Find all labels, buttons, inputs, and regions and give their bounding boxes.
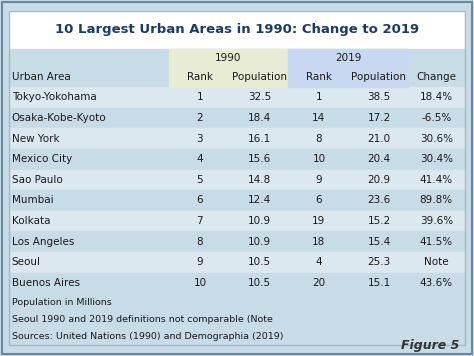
Text: 38.5: 38.5 xyxy=(367,92,391,102)
Text: Kolkata: Kolkata xyxy=(12,216,50,226)
Text: 30.4%: 30.4% xyxy=(420,154,453,164)
Bar xyxy=(288,68,408,87)
Bar xyxy=(9,311,465,328)
Text: 18.4: 18.4 xyxy=(248,113,271,123)
Bar xyxy=(9,190,465,211)
Text: Seoul 1990 and 2019 definitions not comparable (Note: Seoul 1990 and 2019 definitions not comp… xyxy=(12,315,273,324)
Text: Population: Population xyxy=(232,72,287,83)
Text: New York: New York xyxy=(12,134,59,143)
Text: 43.6%: 43.6% xyxy=(420,278,453,288)
Text: 1: 1 xyxy=(316,92,322,102)
Text: 32.5: 32.5 xyxy=(248,92,271,102)
Bar xyxy=(9,293,465,311)
Bar xyxy=(169,49,288,68)
Bar xyxy=(169,68,288,87)
Bar xyxy=(9,211,465,231)
Text: 10.9: 10.9 xyxy=(248,237,271,247)
Text: 16.1: 16.1 xyxy=(248,134,271,143)
Text: Urban Area: Urban Area xyxy=(12,72,71,83)
Text: 10 Largest Urban Areas in 1990: Change to 2019: 10 Largest Urban Areas in 1990: Change t… xyxy=(55,22,419,36)
Text: 8: 8 xyxy=(316,134,322,143)
Text: 2: 2 xyxy=(197,113,203,123)
Bar xyxy=(9,68,465,87)
Text: Population: Population xyxy=(352,72,407,83)
Text: 10.9: 10.9 xyxy=(248,216,271,226)
Text: Osaka-Kobe-Kyoto: Osaka-Kobe-Kyoto xyxy=(12,113,107,123)
Text: Los Angeles: Los Angeles xyxy=(12,237,74,247)
Text: Buenos Aires: Buenos Aires xyxy=(12,278,80,288)
Text: 20: 20 xyxy=(312,278,326,288)
Text: 20.4: 20.4 xyxy=(367,154,391,164)
Text: 15.2: 15.2 xyxy=(367,216,391,226)
Text: 41.5%: 41.5% xyxy=(420,237,453,247)
Text: 12.4: 12.4 xyxy=(248,195,271,205)
Text: 15.6: 15.6 xyxy=(248,154,271,164)
Text: 9: 9 xyxy=(197,257,203,267)
Text: Sao Paulo: Sao Paulo xyxy=(12,175,63,185)
Text: 10: 10 xyxy=(193,278,207,288)
Bar xyxy=(9,252,465,273)
Text: Seoul: Seoul xyxy=(12,257,41,267)
Text: Figure 5: Figure 5 xyxy=(401,339,460,352)
Text: 6: 6 xyxy=(316,195,322,205)
Text: 15.1: 15.1 xyxy=(367,278,391,288)
Text: 17.2: 17.2 xyxy=(367,113,391,123)
Text: 20.9: 20.9 xyxy=(367,175,391,185)
Bar xyxy=(9,328,465,345)
Bar xyxy=(9,87,465,108)
Text: 5: 5 xyxy=(197,175,203,185)
Text: Tokyo-Yokohama: Tokyo-Yokohama xyxy=(12,92,97,102)
Text: Rank: Rank xyxy=(187,72,213,83)
Text: 10.5: 10.5 xyxy=(248,257,271,267)
Text: 15.4: 15.4 xyxy=(367,237,391,247)
Bar xyxy=(9,49,465,68)
Text: Mexico City: Mexico City xyxy=(12,154,72,164)
Bar xyxy=(9,149,465,169)
Text: 4: 4 xyxy=(316,257,322,267)
Text: 18.4%: 18.4% xyxy=(420,92,453,102)
Text: 39.6%: 39.6% xyxy=(420,216,453,226)
Text: Population in Millions: Population in Millions xyxy=(12,298,111,307)
Text: Rank: Rank xyxy=(306,72,332,83)
Text: 14: 14 xyxy=(312,113,326,123)
Text: -6.5%: -6.5% xyxy=(421,113,451,123)
Text: 4: 4 xyxy=(197,154,203,164)
Text: 18: 18 xyxy=(312,237,326,247)
Bar xyxy=(9,169,465,190)
Text: 30.6%: 30.6% xyxy=(420,134,453,143)
Text: 1990: 1990 xyxy=(215,53,242,63)
Text: 9: 9 xyxy=(316,175,322,185)
Bar xyxy=(288,49,408,68)
Text: 3: 3 xyxy=(197,134,203,143)
Text: 6: 6 xyxy=(197,195,203,205)
Bar xyxy=(9,128,465,149)
Text: 10: 10 xyxy=(312,154,326,164)
Bar xyxy=(9,273,465,293)
Text: Note: Note xyxy=(424,257,448,267)
Text: 10.5: 10.5 xyxy=(248,278,271,288)
Text: Change: Change xyxy=(416,72,456,83)
Text: 14.8: 14.8 xyxy=(248,175,271,185)
Text: 2019: 2019 xyxy=(335,53,361,63)
Text: Sources: United Nations (1990) and Demographia (2019): Sources: United Nations (1990) and Demog… xyxy=(12,332,283,341)
Text: 41.4%: 41.4% xyxy=(420,175,453,185)
Text: 8: 8 xyxy=(197,237,203,247)
Text: 7: 7 xyxy=(197,216,203,226)
Text: Mumbai: Mumbai xyxy=(12,195,54,205)
Text: 1: 1 xyxy=(197,92,203,102)
Text: 89.8%: 89.8% xyxy=(420,195,453,205)
Bar xyxy=(9,108,465,128)
Text: 19: 19 xyxy=(312,216,326,226)
Text: 21.0: 21.0 xyxy=(367,134,391,143)
Text: 25.3: 25.3 xyxy=(367,257,391,267)
Text: 23.6: 23.6 xyxy=(367,195,391,205)
Bar xyxy=(9,11,465,49)
Bar xyxy=(9,231,465,252)
